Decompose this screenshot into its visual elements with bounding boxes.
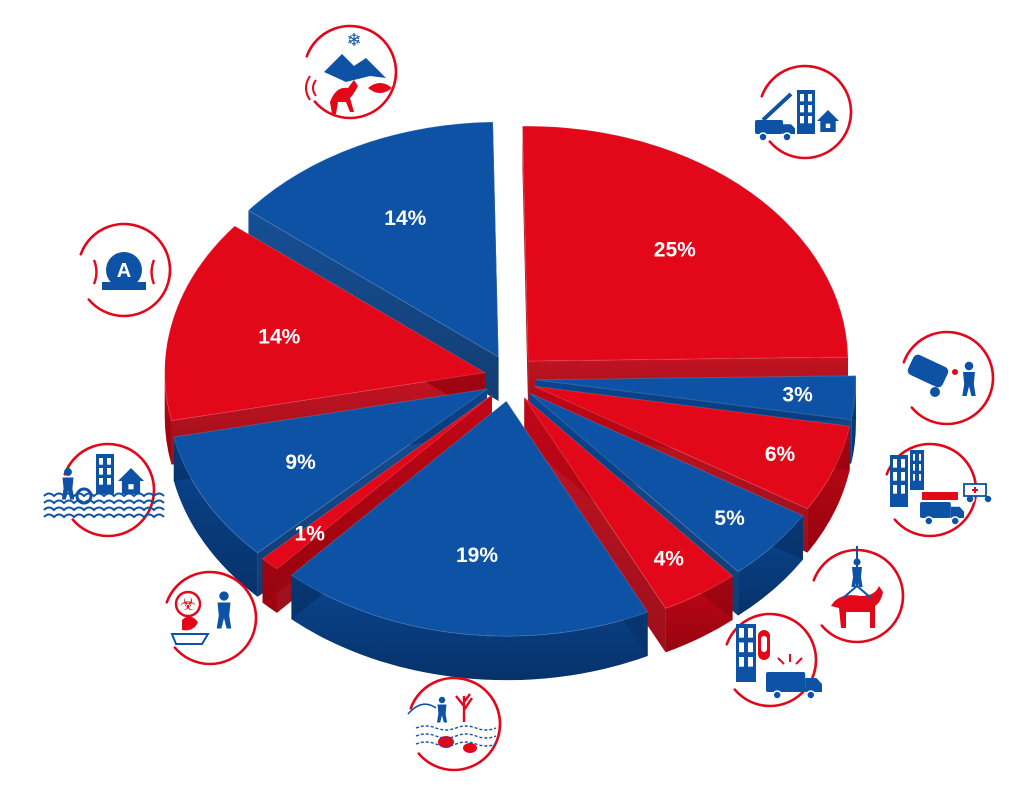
slice-label: 9% bbox=[285, 451, 316, 474]
slices-layer bbox=[164, 121, 857, 681]
icons-layer: ☣ A ❄ bbox=[43, 24, 995, 772]
automatic-alarm-icon: A bbox=[79, 222, 172, 318]
pie-slice bbox=[521, 125, 849, 406]
svg-text:❄: ❄ bbox=[346, 30, 361, 51]
alarm-letter: A bbox=[117, 260, 131, 282]
slice-label: 19% bbox=[456, 544, 498, 567]
pie-slice bbox=[290, 400, 649, 681]
animal-rescue-icon bbox=[812, 546, 905, 644]
slice-label: 3% bbox=[782, 384, 813, 407]
slice-label: 6% bbox=[765, 443, 796, 466]
slice-label: 14% bbox=[384, 207, 426, 230]
slice-label: 25% bbox=[654, 239, 696, 262]
slice-label: 14% bbox=[258, 326, 300, 349]
slice-label: 5% bbox=[714, 507, 745, 530]
labels-layer: 25% 3% 6% 5% 4% 19% 1% 9% 14% 14% bbox=[258, 207, 813, 571]
building-fire-ladder-truck-icon bbox=[755, 64, 853, 160]
fire-truck-ambulance-icon bbox=[885, 442, 994, 538]
mountain-snow-animal-icon: ❄ bbox=[305, 24, 398, 120]
svg-text:☣: ☣ bbox=[180, 594, 196, 615]
flood-rescue-icon bbox=[43, 442, 165, 538]
slice-label: 4% bbox=[654, 547, 685, 570]
biohazard-worker-icon: ☣ bbox=[165, 570, 258, 666]
building-alarm-truck-icon bbox=[725, 612, 822, 708]
water-diver-pollution-icon bbox=[407, 676, 502, 772]
overturned-car-rescue-icon bbox=[902, 330, 995, 426]
slice-label: 1% bbox=[295, 522, 326, 545]
